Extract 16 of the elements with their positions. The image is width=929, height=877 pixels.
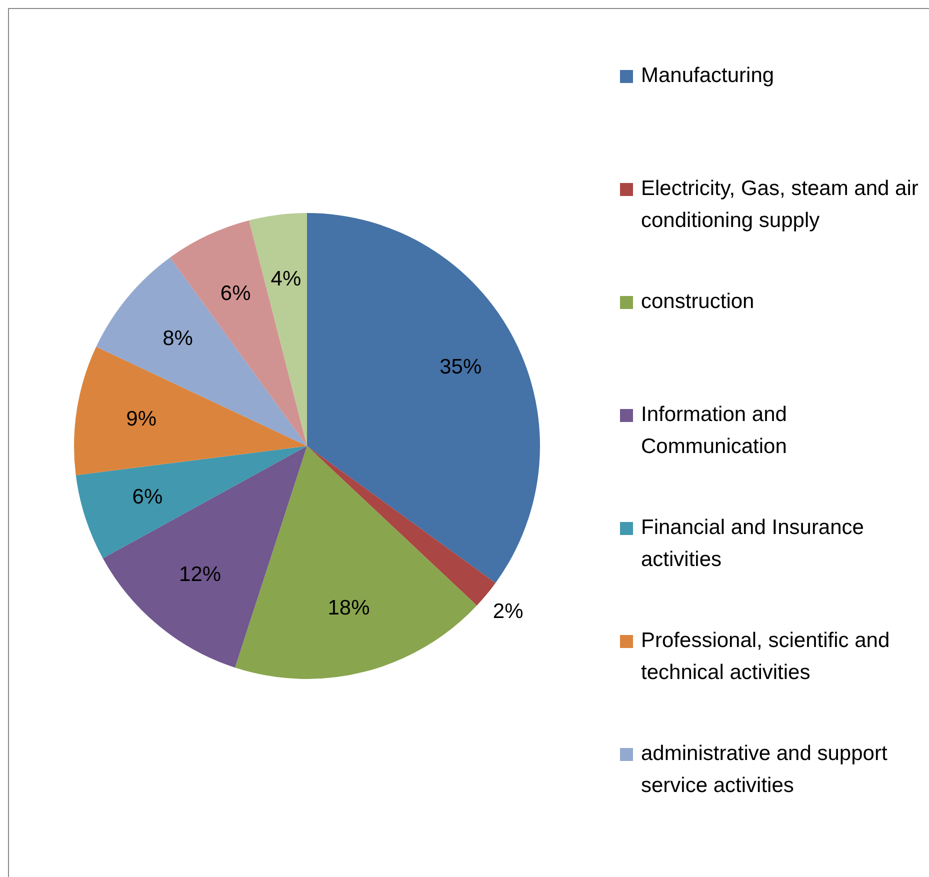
data-label: 9% [126,408,156,431]
legend-label: administrative and support service activities [641,741,888,799]
data-label: 18% [328,596,370,620]
legend-label: construction [641,289,754,315]
data-label: 12% [179,563,222,586]
legend-label: Financial and Insurance activities [641,515,865,573]
data-label: 6% [220,282,251,306]
data-label: 2% [492,600,524,624]
data-label: 4% [270,267,302,290]
legend-label: Electricity, Gas, steam and air conditioning supply [641,176,920,234]
legend-label: Information and Communication [641,402,788,460]
data-label: 8% [162,326,193,350]
data-label: 6% [132,486,163,509]
data-label: 35% [440,356,482,379]
legend-label: Manufacturing [641,63,774,89]
legend-label: Professional, scientific and technical activities [641,628,891,686]
